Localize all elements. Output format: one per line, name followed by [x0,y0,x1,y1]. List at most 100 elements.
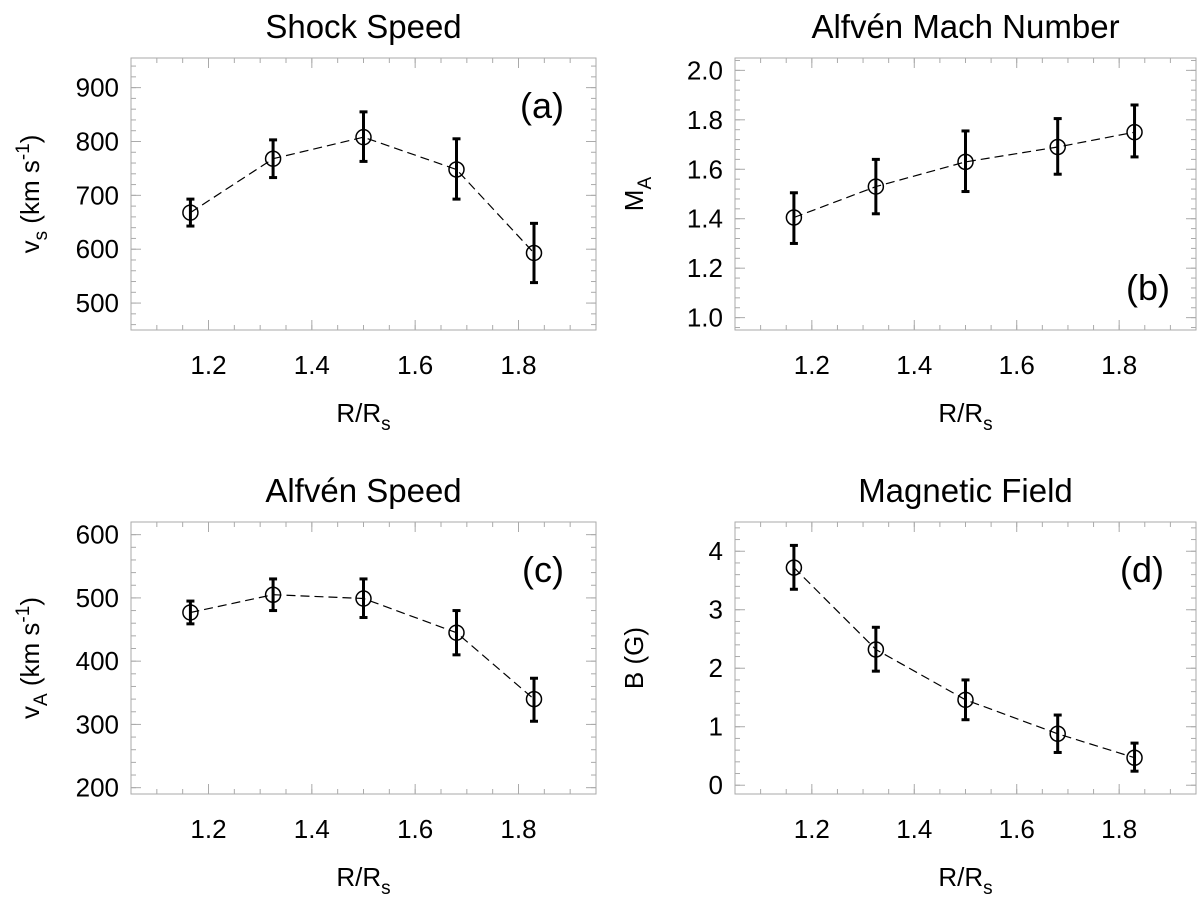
x-tick-label: 1.6 [397,350,433,380]
y-tick-label: 1.0 [687,303,723,333]
data-point [867,641,885,658]
series-line [190,136,535,254]
series-line [793,131,1135,219]
y-axis-label-main: M [619,190,649,212]
y-tick-label: 3 [709,595,723,625]
chart-title: Magnetic Field [858,472,1073,509]
data-point [448,624,465,641]
y-axis-label-sub: A [635,177,656,190]
y-axis-label: vs (km s-1) [13,135,52,254]
panel-1: Shock Speed 1.2 1.4 1.6 1.8 500 600 700 800 900 R/… [13,8,597,435]
data-point [1126,123,1143,141]
y-axis-label-main: v [15,240,45,253]
y-tick-label: 1.6 [687,154,723,184]
y-tick-label: 300 [76,709,119,739]
x-axis-label: R/Rs [336,862,390,899]
y-tick-label: 1 [709,712,723,742]
y-tick-label: 600 [76,520,119,550]
y-tick-label: 400 [76,646,119,676]
x-axis-label: R/Rs [938,398,992,435]
x-tick-label: 1.8 [500,814,536,844]
x-tick-label: 1.6 [397,814,433,844]
panel-4: Magnetic Field 1.2 1.4 1.6 1.8 0 1 2 3 4 R/Rs B (G)… [619,472,1197,899]
y-tick-label: 900 [76,73,119,103]
y-axis-label: vA (km s-1) [13,597,52,719]
data-point [448,161,465,178]
x-axis-label-main: R/R [938,398,983,428]
panel-2: Alfvén Mach Number 1.2 1.4 1.6 1.8 1.0 1.2 1.4 1… [619,8,1197,435]
x-axis-label-main: R/R [336,398,381,428]
x-tick-label: 1.2 [794,350,830,380]
x-tick-label: 1.4 [896,350,932,380]
data-point [182,204,199,221]
data-point [355,128,372,146]
chart-title: Alfvén Mach Number [811,8,1119,45]
x-axis-label-sub: s [983,878,993,899]
data-point [264,150,282,167]
chart-title: Shock Speed [265,8,461,45]
y-tick-label: 0 [709,770,723,800]
data-point [1049,138,1066,156]
data-point [182,604,199,621]
data-point [1126,749,1143,766]
panel-label: (b) [1126,267,1170,308]
x-axis-label-main: R/R [938,862,983,892]
y-axis-label-unit-close: ) [15,135,45,144]
data-point [264,586,282,603]
y-axis-label-unit-close: ) [15,597,45,606]
series-line [793,567,1135,759]
x-axis-label-main: R/R [336,862,381,892]
x-tick-label: 1.8 [1101,814,1137,844]
data-point [785,559,803,576]
x-tick-label: 1.4 [294,350,330,380]
x-tick-label: 1.8 [500,350,536,380]
panel-label: (a) [520,85,564,126]
data-point [1049,725,1066,743]
y-tick-label: 600 [76,234,119,264]
data-point [785,209,803,226]
chart-title: Alfvén Speed [265,472,461,509]
y-tick-label: 2 [709,653,723,683]
y-tick-label: 700 [76,180,119,210]
y-tick-label: 500 [76,288,119,318]
x-axis-label: R/Rs [938,862,992,899]
y-tick-label: 200 [76,773,119,803]
x-tick-label: 1.2 [190,350,226,380]
data-point [867,178,885,195]
x-axis-label-sub: s [381,878,391,899]
y-axis-label-sub: s [31,231,52,241]
y-tick-label: 1.2 [687,253,723,283]
x-axis-label-sub: s [983,414,993,435]
x-tick-label: 1.6 [999,814,1035,844]
y-axis-label-main: B (G) [619,627,649,689]
y-tick-label: 800 [76,126,119,156]
x-tick-label: 1.2 [794,814,830,844]
y-tick-label: 1.4 [687,204,723,234]
y-tick-label: 4 [709,536,723,566]
x-tick-label: 1.4 [294,814,330,844]
y-axis-label-unit: (km s [15,623,45,694]
x-tick-label: 1.2 [190,814,226,844]
y-tick-label: 1.8 [687,105,723,135]
y-tick-label: 500 [76,583,119,613]
y-axis-label-sup: -1 [13,606,34,623]
data-point [525,244,543,262]
x-tick-label: 1.6 [999,350,1035,380]
panel-3: Alfvén Speed 1.2 1.4 1.6 1.8 200 300 400 500 600 R… [13,472,597,899]
data-point [355,590,372,607]
y-axis-label: B (G) [619,627,649,689]
y-axis-label-sup: -1 [13,143,34,160]
y-axis-label-sub: A [31,693,52,706]
x-axis-label-sub: s [381,414,391,435]
panel-label: (d) [1120,549,1164,590]
x-tick-label: 1.4 [896,814,932,844]
data-point [525,690,543,708]
y-axis-label-unit: (km s [15,160,45,231]
y-tick-label: 2.0 [687,55,723,85]
y-axis-label-main: v [15,706,45,719]
x-axis-label: R/Rs [336,398,390,435]
data-point [957,153,974,171]
y-axis-label: MA [619,177,656,212]
x-tick-label: 1.8 [1101,350,1137,380]
